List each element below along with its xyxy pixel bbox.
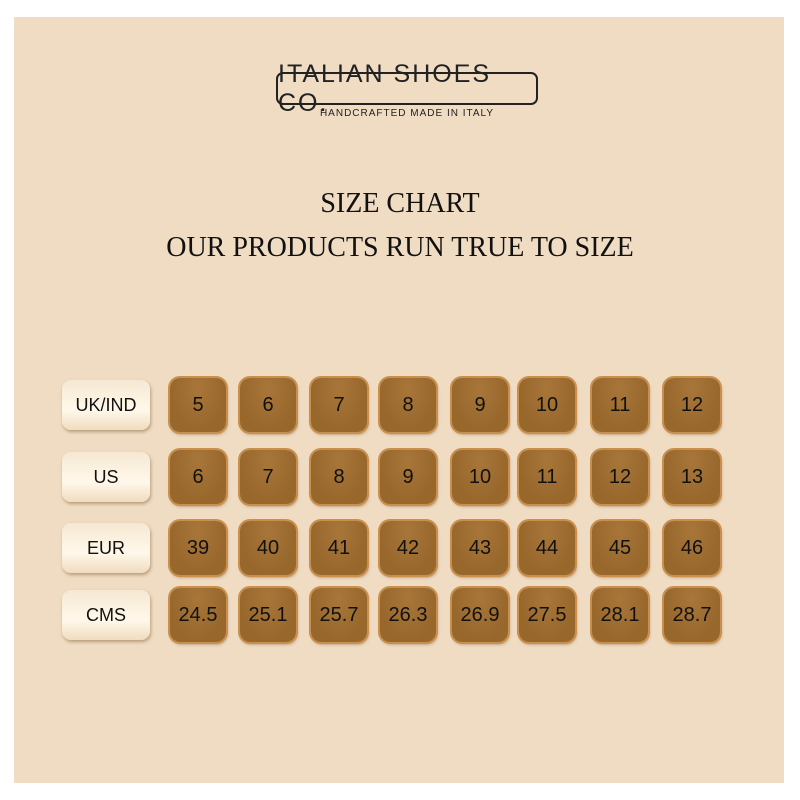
row-label: UK/IND	[62, 380, 150, 430]
row-label: CMS	[62, 590, 150, 640]
page-subtitle: OUR PRODUCTS RUN TRUE TO SIZE	[166, 232, 634, 263]
brand-logo: ITALIAN SHOES CO.	[276, 60, 538, 117]
size-cell: 39	[170, 521, 226, 575]
size-cell: 28.1	[592, 588, 648, 642]
size-cell: 11	[592, 378, 648, 432]
size-cell: 42	[380, 521, 436, 575]
size-cell: 26.3	[380, 588, 436, 642]
size-cell: 8	[380, 378, 436, 432]
brand-tagline: HANDCRAFTED MADE IN ITALY	[319, 108, 495, 119]
size-cell: 5	[170, 378, 226, 432]
size-cell: 12	[664, 378, 720, 432]
size-cell: 26.9	[452, 588, 508, 642]
size-cell: 8	[311, 450, 367, 504]
size-cell: 6	[170, 450, 226, 504]
size-cell: 44	[519, 521, 575, 575]
row-label: US	[62, 452, 150, 502]
size-cell: 6	[240, 378, 296, 432]
size-cell: 10	[452, 450, 508, 504]
size-cell: 13	[664, 450, 720, 504]
size-cell: 28.7	[664, 588, 720, 642]
size-cell: 7	[311, 378, 367, 432]
size-cell: 25.7	[311, 588, 367, 642]
size-cell: 25.1	[240, 588, 296, 642]
size-cell: 41	[311, 521, 367, 575]
page-title: SIZE CHART	[320, 188, 480, 219]
size-cell: 10	[519, 378, 575, 432]
size-cell: 9	[452, 378, 508, 432]
size-cell: 45	[592, 521, 648, 575]
size-cell: 12	[592, 450, 648, 504]
size-cell: 46	[664, 521, 720, 575]
size-cell: 7	[240, 450, 296, 504]
size-cell: 43	[452, 521, 508, 575]
size-cell: 40	[240, 521, 296, 575]
size-cell: 27.5	[519, 588, 575, 642]
size-cell: 11	[519, 450, 575, 504]
row-label: EUR	[62, 523, 150, 573]
size-cell: 9	[380, 450, 436, 504]
size-cell: 24.5	[170, 588, 226, 642]
